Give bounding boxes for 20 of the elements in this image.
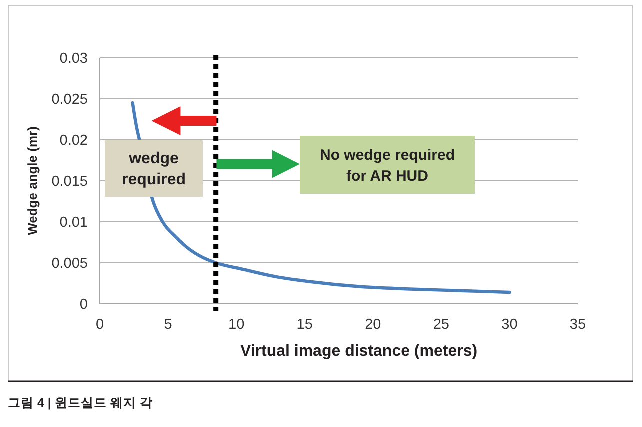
y-tick-label: 0.02 — [60, 133, 88, 150]
annotation: wedge required — [122, 150, 186, 189]
x-tick-label: 20 — [365, 317, 382, 333]
y-tick-label: 0.015 — [52, 174, 88, 190]
y-tick-label: 0.025 — [52, 92, 88, 108]
x-tick-label: 10 — [228, 317, 245, 333]
y-tick-label: 0 — [80, 297, 88, 314]
x-axis-title: Virtual image distance (meters) — [240, 343, 478, 360]
y-tick-label: 0.03 — [60, 51, 88, 68]
x-tick-label: 0 — [96, 317, 104, 333]
y-tick-label: 0.005 — [52, 256, 88, 272]
x-tick-label: 15 — [296, 317, 313, 333]
x-tick-label: 25 — [433, 317, 450, 333]
caption: 그림 4 | 윈드실드 웨지 각 — [8, 396, 153, 410]
annotation: No wedge required for AR HUD — [320, 146, 456, 185]
x-tick-label: 35 — [570, 317, 586, 333]
x-tick-label: 5 — [164, 317, 172, 333]
x-tick-label: 30 — [502, 317, 518, 333]
y-axis-title: Wedge angle (mr) — [25, 126, 40, 236]
y-tick-label: 0.01 — [60, 215, 88, 232]
